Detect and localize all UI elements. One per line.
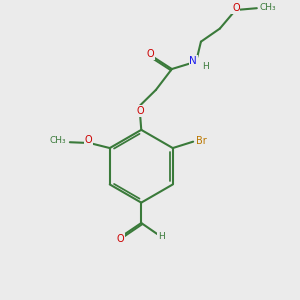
Text: O: O (232, 3, 240, 13)
Text: O: O (116, 234, 124, 244)
Text: N: N (190, 56, 197, 66)
Text: O: O (84, 135, 92, 145)
Text: O: O (147, 50, 154, 59)
Text: Br: Br (196, 136, 206, 146)
Text: O: O (136, 106, 144, 116)
Text: CH₃: CH₃ (49, 136, 66, 145)
Text: H: H (202, 61, 208, 70)
Text: H: H (158, 232, 165, 242)
Text: CH₃: CH₃ (260, 3, 276, 12)
